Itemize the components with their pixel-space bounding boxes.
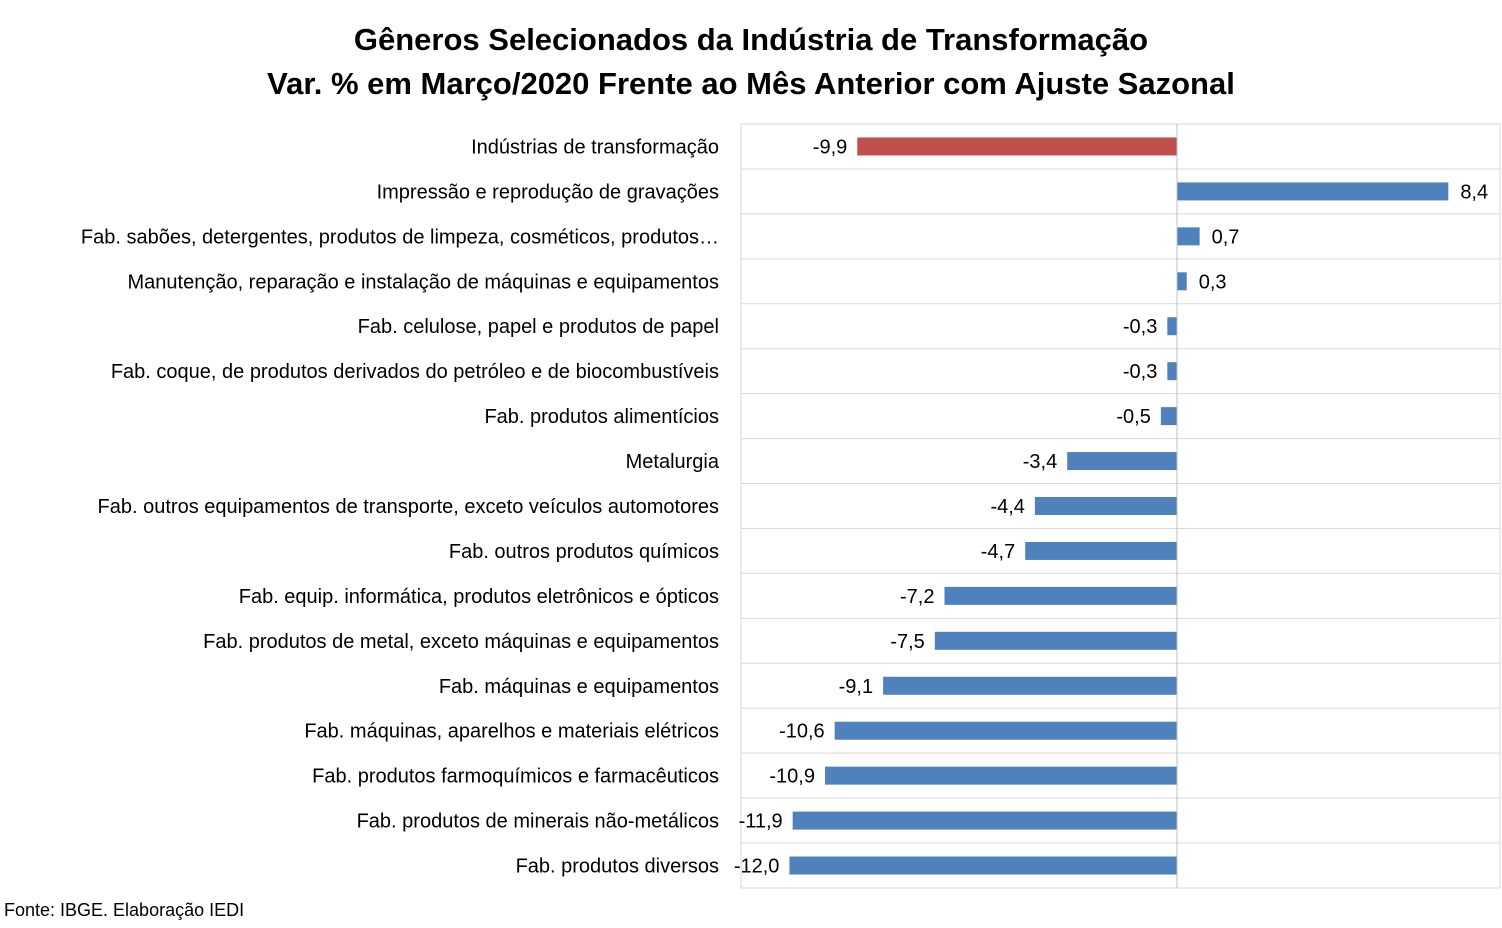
bar	[934, 631, 1178, 650]
category-label: Fab. produtos diversos	[516, 856, 719, 878]
data-label: -12,0	[734, 856, 780, 878]
bar	[834, 721, 1178, 740]
bar	[944, 586, 1178, 605]
category-label: Fab. produtos de minerais não-metálicos	[357, 811, 719, 833]
bar	[1177, 182, 1449, 201]
chart-title-line-2: Var. % em Março/2020 Frente ao Mês Anter…	[267, 66, 1235, 101]
category-label: Fab. sabões, detergentes, produtos de li…	[81, 226, 719, 248]
bar	[1177, 227, 1200, 246]
data-label: -3,4	[1023, 451, 1057, 473]
bar	[857, 137, 1178, 156]
category-label: Indústrias de transformação	[471, 136, 719, 158]
bar	[1067, 452, 1178, 471]
category-label: Fab. outros produtos químicos	[449, 541, 719, 563]
bar	[1025, 541, 1178, 560]
data-label: -0,3	[1123, 361, 1157, 383]
bar	[1160, 407, 1178, 426]
source-note: Fonte: IBGE. Elaboração IEDI	[4, 900, 245, 920]
bar	[792, 811, 1178, 830]
category-label: Fab. produtos alimentícios	[484, 406, 719, 428]
category-label: Fab. outros equipamentos de transporte, …	[98, 496, 719, 518]
category-label: Fab. máquinas, aparelhos e materiais elé…	[304, 721, 719, 743]
data-label: 0,3	[1199, 271, 1227, 293]
data-label: -4,7	[981, 541, 1015, 563]
data-label: -9,9	[813, 136, 847, 158]
category-label: Fab. equip. informática, produtos eletrô…	[239, 586, 719, 608]
bar	[883, 676, 1178, 695]
category-label: Fab. celulose, papel e produtos de papel	[358, 316, 719, 338]
bar	[789, 856, 1178, 875]
data-label: -7,2	[900, 586, 934, 608]
data-label: 8,4	[1460, 181, 1488, 203]
category-label: Manutenção, reparação e instalação de má…	[127, 271, 719, 293]
data-label: 0,7	[1212, 226, 1240, 248]
category-label: Fab. máquinas e equipamentos	[439, 676, 719, 698]
data-label: -7,5	[890, 631, 924, 653]
bar	[1177, 272, 1187, 291]
chart-title-line-1: Gêneros Selecionados da Indústria de Tra…	[353, 22, 1149, 57]
category-label: Impressão e reprodução de gravações	[377, 181, 719, 203]
category-label: Fab. coque, de produtos derivados do pet…	[111, 361, 719, 383]
bar	[824, 766, 1178, 785]
bar	[1034, 497, 1178, 515]
chart-title: Gêneros Selecionados da Indústria de Tra…	[0, 18, 1502, 106]
bar	[1167, 317, 1178, 336]
bar	[1167, 362, 1178, 381]
category-label: Fab. produtos farmoquímicos e farmacêuti…	[312, 766, 719, 788]
data-label: -10,6	[779, 721, 825, 743]
data-label: -4,4	[990, 496, 1024, 518]
data-label: -0,3	[1123, 316, 1157, 338]
category-label: Metalurgia	[626, 451, 720, 473]
data-label: -10,9	[769, 766, 815, 788]
data-label: -0,5	[1116, 406, 1150, 428]
data-label: -9,1	[839, 676, 873, 698]
category-label: Fab. produtos de metal, exceto máquinas …	[203, 631, 719, 653]
data-label: -11,9	[739, 811, 783, 833]
